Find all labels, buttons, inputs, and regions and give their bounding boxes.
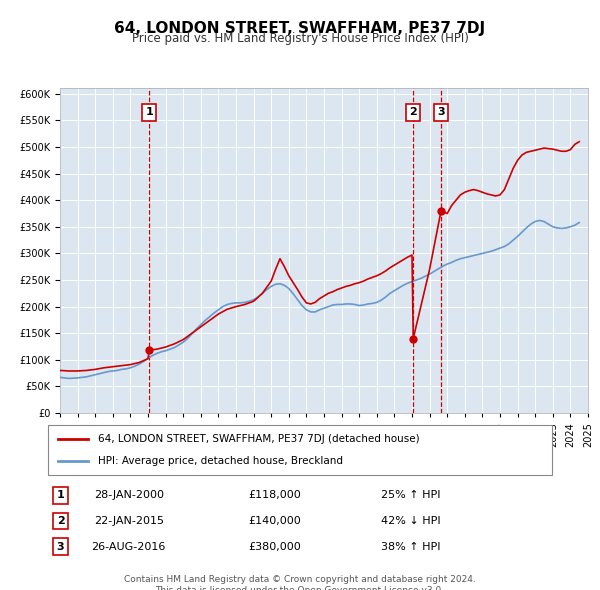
Text: £118,000: £118,000 <box>248 490 301 500</box>
Text: 3: 3 <box>437 107 445 117</box>
Text: 3: 3 <box>57 542 64 552</box>
FancyBboxPatch shape <box>48 425 552 475</box>
Text: £140,000: £140,000 <box>248 516 301 526</box>
Text: 2: 2 <box>409 107 417 117</box>
Text: 1: 1 <box>57 490 64 500</box>
Text: 38% ↑ HPI: 38% ↑ HPI <box>381 542 440 552</box>
Text: £380,000: £380,000 <box>248 542 301 552</box>
Text: 2: 2 <box>57 516 64 526</box>
Text: 42% ↓ HPI: 42% ↓ HPI <box>381 516 440 526</box>
Text: 64, LONDON STREET, SWAFFHAM, PE37 7DJ (detached house): 64, LONDON STREET, SWAFFHAM, PE37 7DJ (d… <box>98 434 420 444</box>
Text: 22-JAN-2015: 22-JAN-2015 <box>94 516 164 526</box>
Text: 1: 1 <box>145 107 153 117</box>
Text: 26-AUG-2016: 26-AUG-2016 <box>91 542 166 552</box>
Text: Contains HM Land Registry data © Crown copyright and database right 2024.
This d: Contains HM Land Registry data © Crown c… <box>124 575 476 590</box>
Text: 25% ↑ HPI: 25% ↑ HPI <box>381 490 440 500</box>
Text: Price paid vs. HM Land Registry's House Price Index (HPI): Price paid vs. HM Land Registry's House … <box>131 32 469 45</box>
Text: 28-JAN-2000: 28-JAN-2000 <box>94 490 164 500</box>
Text: HPI: Average price, detached house, Breckland: HPI: Average price, detached house, Brec… <box>98 456 343 466</box>
Text: 64, LONDON STREET, SWAFFHAM, PE37 7DJ: 64, LONDON STREET, SWAFFHAM, PE37 7DJ <box>115 21 485 35</box>
